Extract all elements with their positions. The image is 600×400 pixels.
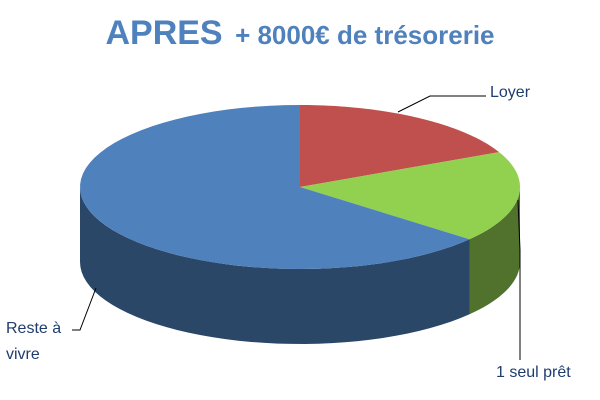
title-sub: + 8000€ de trésorerie xyxy=(235,20,494,50)
slice-side xyxy=(80,187,470,344)
leader-line xyxy=(397,95,486,113)
chart-title: APRES + 8000€ de trésorerie xyxy=(105,14,494,52)
leader-line xyxy=(72,287,97,331)
slice xyxy=(300,105,500,187)
slice xyxy=(80,105,470,269)
slice xyxy=(300,152,520,240)
leader-line xyxy=(517,199,521,360)
slice-label: 1 seul prêt xyxy=(496,364,571,381)
pie xyxy=(80,105,520,344)
title-main: APRES xyxy=(105,14,222,52)
slice-label: Loyer xyxy=(490,84,531,101)
slice-label: Reste à vivre xyxy=(6,320,62,363)
slice-side xyxy=(469,187,520,315)
